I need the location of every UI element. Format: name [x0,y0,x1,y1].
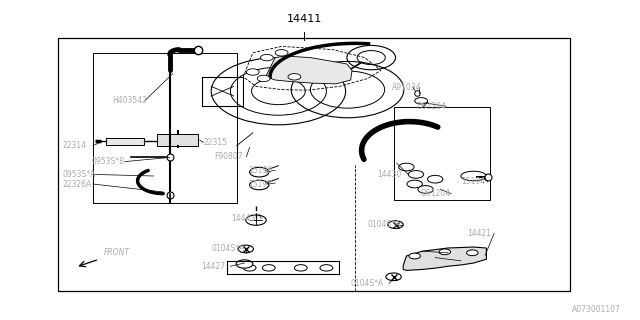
Circle shape [262,265,275,271]
Bar [157,134,198,146]
Circle shape [418,186,433,193]
Circle shape [399,163,414,171]
Circle shape [388,221,403,228]
Circle shape [246,215,266,225]
Text: 0104S*A: 0104S*A [351,279,384,288]
Circle shape [250,167,269,177]
Circle shape [238,245,253,253]
Text: 22314: 22314 [63,141,87,150]
Text: D91204: D91204 [420,189,451,198]
Bar [394,107,490,200]
Text: A91034: A91034 [392,83,422,92]
Circle shape [415,98,428,104]
Text: 22326A: 22326A [63,180,92,188]
Text: 15194: 15194 [461,177,485,186]
Circle shape [260,54,273,61]
Polygon shape [266,56,352,84]
Text: 0104S*A: 0104S*A [211,244,244,253]
Text: F90807: F90807 [214,152,243,161]
Text: A073001107: A073001107 [572,305,621,314]
Circle shape [428,175,443,183]
Circle shape [257,75,270,82]
Circle shape [467,250,478,256]
Polygon shape [403,247,486,270]
Text: D91204: D91204 [416,102,446,111]
Text: H403542: H403542 [112,96,147,105]
Circle shape [236,260,253,268]
Circle shape [288,74,301,80]
Text: FRONT: FRONT [104,248,130,257]
Text: 0953S*A: 0953S*A [63,170,96,179]
Bar [58,38,570,291]
Text: 15197: 15197 [248,180,273,188]
Circle shape [409,253,420,259]
Text: 14421: 14421 [467,229,492,238]
Text: 15196: 15196 [248,166,273,175]
Circle shape [250,180,269,190]
Circle shape [294,265,307,271]
Circle shape [275,50,288,56]
Circle shape [439,249,451,255]
Bar [93,53,237,203]
Text: 22315: 22315 [204,138,228,147]
Circle shape [408,171,424,178]
Circle shape [246,69,259,75]
Circle shape [407,180,422,188]
Text: 14443: 14443 [232,214,256,223]
Text: 14427: 14427 [202,262,226,271]
Text: 14430: 14430 [378,170,402,179]
Text: 0104S*A: 0104S*A [368,220,401,229]
Text: 0953S*B: 0953S*B [92,157,125,166]
Text: 14411: 14411 [286,14,322,24]
Circle shape [243,265,256,271]
Circle shape [320,265,333,271]
Bar [106,138,144,145]
Circle shape [386,273,401,281]
